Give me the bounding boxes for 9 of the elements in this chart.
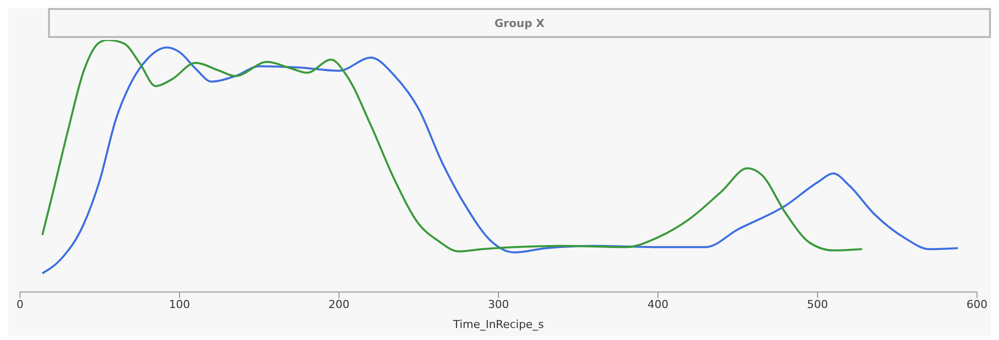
x-tick-label: 500	[807, 298, 828, 311]
x-tick-label: 100	[169, 298, 190, 311]
x-tick-label: 400	[648, 298, 668, 311]
x-tick-label: 300	[488, 298, 509, 311]
x-axis-title: Time_InRecipe_s	[452, 318, 544, 331]
x-tick-label: 200	[328, 298, 350, 311]
x-tick-label: 0	[16, 298, 24, 311]
chart-title: Group X	[48, 8, 991, 38]
x-tick-label: 600	[966, 298, 988, 311]
